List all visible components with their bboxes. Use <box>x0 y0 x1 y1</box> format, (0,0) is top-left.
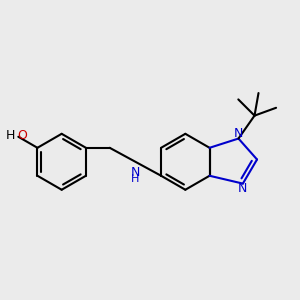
Text: H: H <box>5 129 15 142</box>
Text: N: N <box>131 166 140 178</box>
Text: O: O <box>17 129 27 142</box>
Text: N: N <box>238 182 248 195</box>
Text: H: H <box>131 174 140 184</box>
Text: N: N <box>234 127 243 140</box>
